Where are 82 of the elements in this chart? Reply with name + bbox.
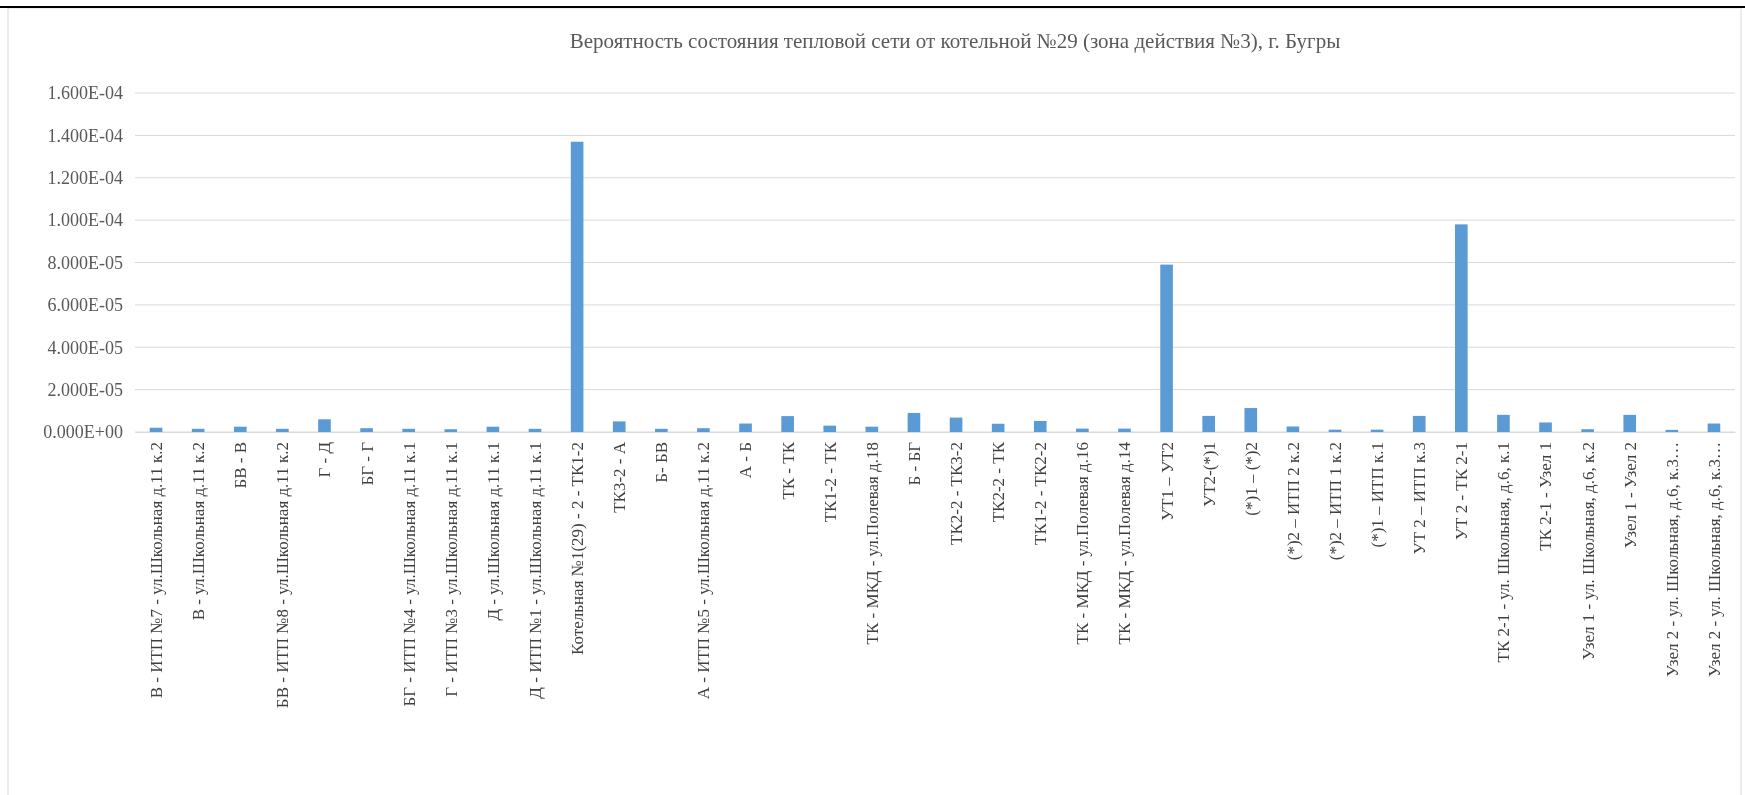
- x-tick-label: ТК 2-1 - Узел 1: [1536, 442, 1556, 551]
- x-tick-label: ТК - МКД - ул.Полевая д.18: [862, 442, 882, 645]
- x-tick-label: ТК2-2 - ТК3-2: [947, 442, 966, 545]
- x-tick-label: Б - БГ: [904, 441, 924, 486]
- x-tick-label: Узел 2 - ул. Школьная, д.6, к.3…: [1704, 442, 1724, 677]
- x-tick-label: Б- БВ: [652, 442, 672, 483]
- y-tick-label: 1.000E-04: [47, 210, 123, 231]
- x-tick-label: ТК - ТК: [778, 441, 798, 500]
- x-tick-label: ТК - МКД - ул.Полевая д.14: [1115, 441, 1135, 645]
- bar: [1118, 428, 1131, 432]
- x-tick-label: Узел 2 - ул. Школьная, д.6, к.3…: [1662, 442, 1682, 677]
- x-tick-label: УТ 2 - ТК 2-1: [1452, 442, 1472, 540]
- bar: [402, 428, 415, 432]
- y-tick-label: 2.000E-05: [47, 379, 123, 400]
- x-tick-label: Узел 1 - Узел 2: [1620, 442, 1640, 549]
- bar: [1539, 422, 1552, 432]
- x-tick-label: Г - ИТП №3 - ул.Школьная д.11 к.1: [441, 442, 461, 697]
- bar: [1286, 426, 1300, 432]
- x-tick-label: (*)2 – ИТП 1 к.2: [1325, 442, 1345, 561]
- bar: [570, 141, 584, 432]
- x-tick-label: ТК3-2 - А: [610, 441, 630, 513]
- bar: [1244, 408, 1258, 432]
- bar: [1455, 224, 1468, 432]
- bar: [655, 428, 668, 432]
- x-tick-label: А - ИТП №5 - ул.Школьная д.11 к.2: [694, 442, 714, 700]
- y-tick-label: 1.600E-04: [47, 83, 123, 104]
- bar: [907, 412, 921, 432]
- bar: [486, 426, 500, 432]
- x-tick-label: УТ1 – УТ2: [1157, 442, 1177, 521]
- bar: [1412, 415, 1426, 432]
- x-tick-label: БВ - В: [231, 442, 251, 489]
- bar: [1033, 420, 1047, 432]
- x-tick-label: Котельная №1(29) - 2 - ТК1-2: [568, 442, 588, 655]
- bar: [697, 428, 710, 432]
- x-tick-label: БГ - ИТП №4 - ул.Школьная д.11 к.1: [399, 442, 419, 707]
- x-tick-label: БВ - ИТП №8 - ул.Школьная д.11 к.2: [273, 442, 293, 709]
- x-tick-label: ТК1-2 - ТК: [820, 441, 840, 523]
- x-tick-label: ТК2-2 - ТК: [989, 441, 1009, 523]
- bar: [276, 428, 289, 432]
- bar: [991, 423, 1005, 432]
- x-tick-label: ТК - МКД - ул.Полевая д.16: [1073, 442, 1093, 645]
- y-tick-label: 0.000E+00: [43, 422, 123, 443]
- x-tick-label: Д - ИТП №1 - ул.Школьная д.11 к.1: [525, 442, 545, 699]
- bar: [191, 428, 205, 432]
- y-tick-label: 1.200E-04: [47, 168, 123, 189]
- x-tick-label: В - ИТП №7 - ул.Школьная д.11 к.2: [147, 442, 166, 699]
- x-tick-label: (*)2 – ИТП 2 к.2: [1283, 442, 1303, 561]
- bar: [949, 417, 963, 432]
- bar: [823, 425, 837, 432]
- bar: [1581, 429, 1594, 432]
- x-tick-label: УТ 2 – ИТП к.3: [1410, 442, 1430, 555]
- y-tick-label: 8.000E-05: [47, 252, 123, 273]
- chart-title: Вероятность состояния тепловой сети от котельной №29 (зона действия №3), г. Бугры: [569, 29, 1341, 53]
- x-tick-label: БГ - Г: [357, 441, 377, 486]
- x-tick-label: (*)1 – (*)2: [1241, 442, 1261, 516]
- y-tick-label: 4.000E-05: [47, 337, 123, 358]
- x-tick-label: ТК 2-1 - ул. Школьная, д.6, к.1: [1494, 442, 1514, 663]
- y-tick-label: 6.000E-05: [47, 295, 123, 316]
- x-tick-label: А - Б: [736, 442, 756, 479]
- y-tick-label: 1.400E-04: [47, 125, 123, 146]
- x-tick-label: Узел 1 - ул. Школьная, д.6, к.2: [1578, 442, 1598, 660]
- x-tick-label: В - ул.Школьная д.11 к.2: [189, 442, 209, 621]
- bar: [1160, 264, 1173, 432]
- bar: [233, 426, 247, 432]
- bar: [781, 416, 794, 432]
- bar: [1497, 414, 1510, 432]
- bar: [444, 429, 458, 432]
- bar: [318, 419, 331, 432]
- bar: [1707, 423, 1721, 432]
- bar: [1623, 414, 1637, 432]
- x-tick-label: Г - Д: [315, 441, 335, 478]
- bar: [1076, 428, 1089, 432]
- x-tick-label: Д - ул.Школьная д.11 к.1: [483, 442, 503, 621]
- x-tick-label: ТК1-2 - ТК2-2: [1031, 442, 1051, 545]
- bar: [739, 423, 752, 432]
- x-tick-label: УТ2-(*)1: [1199, 442, 1219, 507]
- bar: [865, 426, 879, 432]
- bar: [528, 428, 542, 432]
- bar: [1202, 415, 1215, 432]
- bar: [612, 421, 626, 432]
- x-tick-label: (*)1 – ИТП к.1: [1368, 442, 1388, 548]
- bar: [360, 428, 373, 432]
